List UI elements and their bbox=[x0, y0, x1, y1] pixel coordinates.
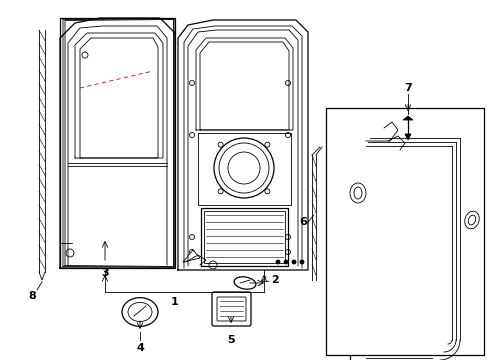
Circle shape bbox=[284, 260, 287, 264]
Ellipse shape bbox=[234, 277, 255, 289]
Bar bbox=[203, 211, 285, 263]
Bar bbox=[201, 208, 287, 266]
Text: 5: 5 bbox=[227, 335, 234, 345]
Circle shape bbox=[275, 260, 280, 264]
Text: 7: 7 bbox=[403, 83, 411, 93]
Ellipse shape bbox=[464, 211, 478, 229]
Ellipse shape bbox=[353, 187, 361, 199]
Ellipse shape bbox=[128, 302, 152, 321]
FancyBboxPatch shape bbox=[212, 292, 250, 326]
Polygon shape bbox=[183, 250, 200, 262]
Bar bbox=[198, 133, 290, 205]
Polygon shape bbox=[402, 116, 412, 120]
Text: 8: 8 bbox=[28, 291, 36, 301]
Text: 1: 1 bbox=[171, 297, 179, 307]
Text: 2: 2 bbox=[270, 275, 278, 285]
Text: 6: 6 bbox=[299, 217, 306, 227]
Polygon shape bbox=[404, 134, 410, 140]
Ellipse shape bbox=[122, 298, 158, 327]
Text: 4: 4 bbox=[136, 343, 143, 353]
Ellipse shape bbox=[349, 183, 365, 203]
Ellipse shape bbox=[468, 215, 475, 225]
Text: 3: 3 bbox=[101, 268, 109, 278]
Circle shape bbox=[291, 260, 295, 264]
Circle shape bbox=[299, 260, 304, 264]
Bar bbox=[325, 108, 483, 355]
